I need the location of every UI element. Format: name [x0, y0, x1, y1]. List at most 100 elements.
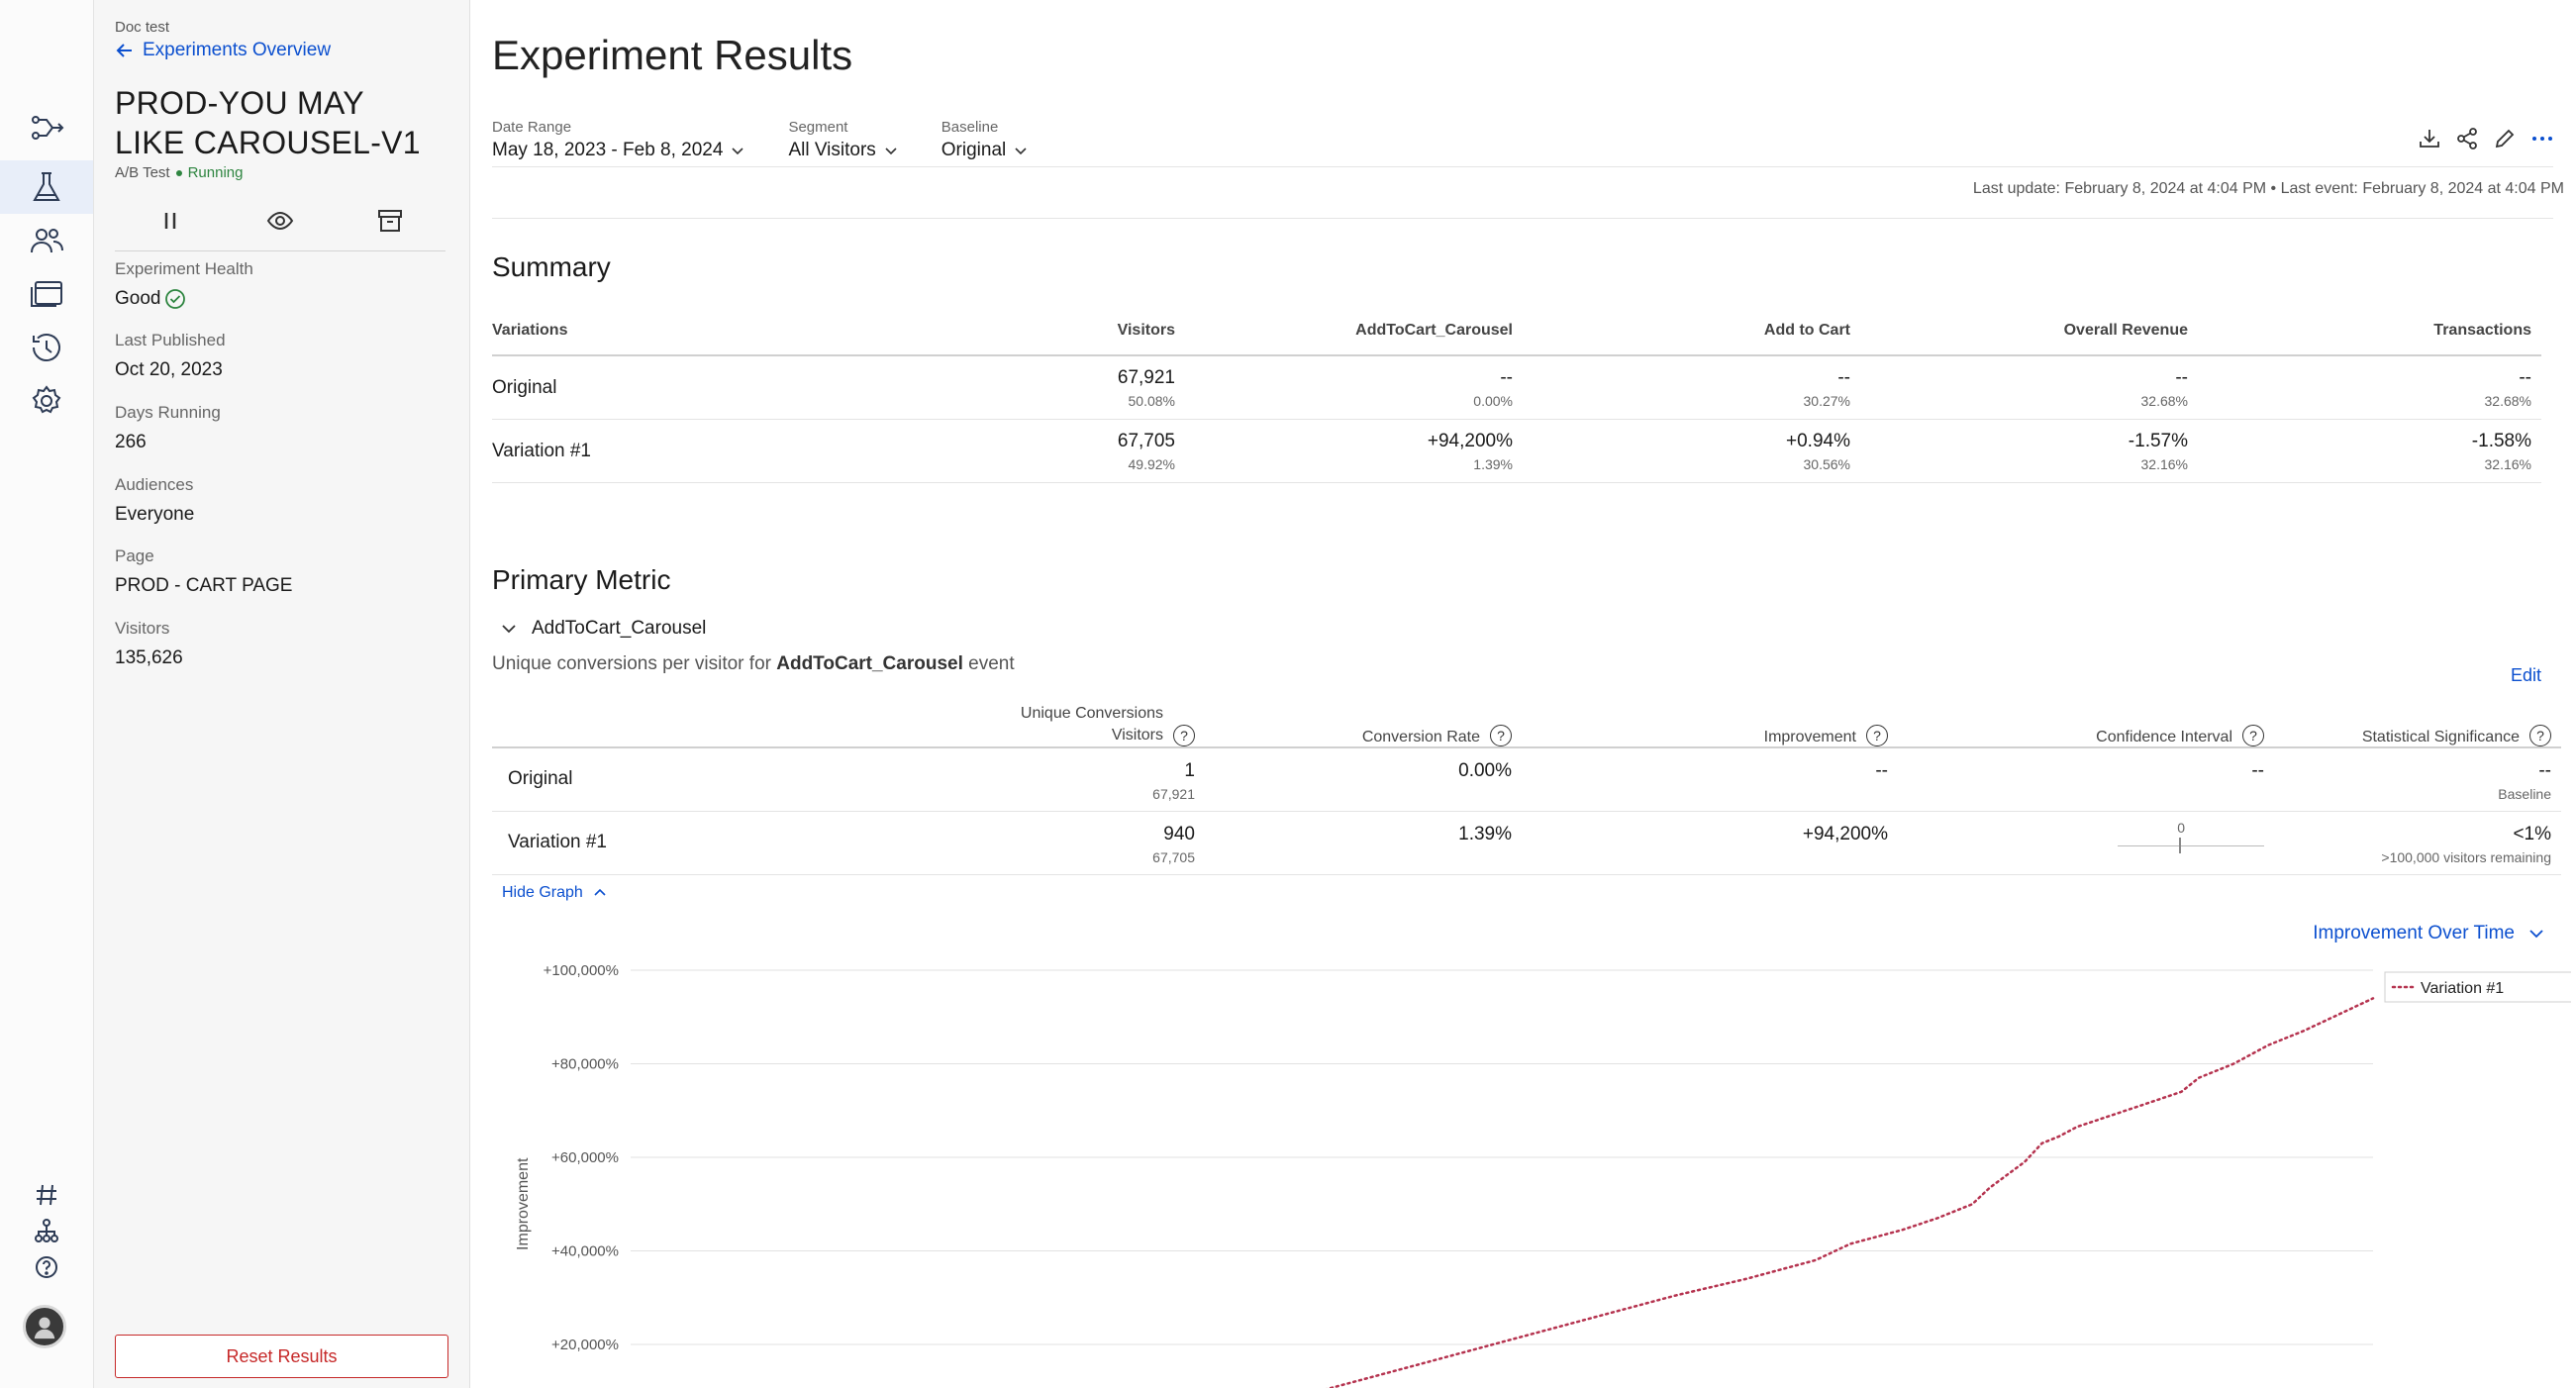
- visitors-value: 67,921: [1152, 786, 1195, 802]
- chevron-down-icon: [732, 148, 744, 155]
- help-icon[interactable]: ?: [2529, 725, 2551, 746]
- help-icon[interactable]: ?: [1490, 725, 1512, 746]
- archive-icon[interactable]: [375, 206, 405, 241]
- chevron-down-icon: [1015, 148, 1027, 155]
- cell-value: --: [2519, 366, 2531, 388]
- y-tick-label: +60,000%: [551, 1149, 619, 1166]
- header-improvement: Improvement: [1763, 729, 1856, 745]
- confidence-interval-bar: 0: [1898, 820, 2264, 875]
- header-divider: [492, 166, 2553, 167]
- preview-icon[interactable]: [265, 206, 295, 241]
- legend-label: Variation #1: [2421, 980, 2504, 997]
- cell-value: --: [1500, 366, 1513, 388]
- share-icon[interactable]: [2455, 127, 2479, 155]
- legend-box: [2384, 971, 2571, 1003]
- health-label: Experiment Health: [115, 259, 253, 278]
- conversions-value: 940: [1163, 824, 1195, 844]
- header-conversions: Unique Conversions: [1020, 705, 1163, 722]
- pause-icon[interactable]: [155, 206, 185, 241]
- date-range-label: Date Range: [492, 119, 572, 136]
- column-header[interactable]: AddToCart_Carousel: [1355, 322, 1513, 339]
- cell-value: -1.57%: [2128, 430, 2188, 451]
- header-ci: Confidence Interval: [2096, 729, 2232, 745]
- last-update-text: Last update: February 8, 2024 at 4:04 PM…: [1972, 180, 2564, 197]
- series-line-variation-1: [1326, 997, 2375, 1388]
- experiment-actions: [115, 196, 446, 251]
- help-icon[interactable]: [0, 1250, 93, 1284]
- chevron-down-icon: [2529, 930, 2543, 939]
- help-icon[interactable]: ?: [2242, 725, 2264, 746]
- y-tick-label: +40,000%: [551, 1243, 619, 1260]
- days-running-value: 266: [115, 432, 147, 452]
- metric-header-row: Unique Conversions Visitors ? Conversion …: [492, 703, 2561, 748]
- significance-sub: >100,000 visitors remaining: [2381, 849, 2551, 865]
- date-range-filter[interactable]: Date Range May 18, 2023 - Feb 8, 2024: [492, 119, 744, 161]
- edit-icon[interactable]: [2493, 127, 2517, 155]
- y-tick-label: +20,000%: [551, 1337, 619, 1353]
- audiences: Audiences Everyone: [115, 475, 194, 526]
- cell-value: +0.94%: [1786, 430, 1850, 451]
- hierarchy-icon[interactable]: [0, 1214, 93, 1247]
- cell-subvalue: 30.56%: [1803, 455, 1850, 472]
- column-header: Variations: [492, 322, 568, 339]
- column-header[interactable]: Overall Revenue: [2063, 322, 2188, 339]
- flow-icon[interactable]: [0, 101, 93, 154]
- help-icon[interactable]: ?: [1866, 725, 1888, 746]
- column-header: Visitors: [1117, 322, 1175, 339]
- summary-header-row: Variations Visitors AddToCart_Carousel A…: [492, 307, 2541, 356]
- flask-icon[interactable]: [0, 160, 93, 214]
- baseline-filter[interactable]: Baseline Original: [941, 119, 1028, 161]
- edit-metric-link[interactable]: Edit: [2510, 665, 2541, 685]
- cell-value: 67,921: [1117, 366, 1175, 388]
- history-icon[interactable]: [0, 321, 93, 374]
- hide-graph-toggle[interactable]: Hide Graph: [502, 884, 607, 902]
- column-header[interactable]: Add to Cart: [1763, 322, 1850, 339]
- page-title: Experiment Results: [492, 32, 853, 78]
- arrow-left-icon: [116, 44, 132, 57]
- header-visitors: Visitors: [1111, 727, 1163, 744]
- cell-value: --: [1837, 366, 1850, 388]
- header-rate: Conversion Rate: [1361, 729, 1480, 745]
- audiences-icon[interactable]: [0, 214, 93, 267]
- metric-name: AddToCart_Carousel: [532, 618, 707, 639]
- graph-type-selector[interactable]: Improvement Over Time: [2313, 923, 2544, 944]
- page-value: PROD - CART PAGE: [115, 575, 293, 596]
- segment-filter[interactable]: Segment All Visitors: [788, 119, 897, 161]
- baseline-label: Baseline: [941, 119, 999, 136]
- audiences-label: Audiences: [115, 475, 194, 494]
- table-row: Variation #1 940 67,705 1.39% +94,200% 0 …: [492, 812, 2561, 875]
- pages-icon[interactable]: [0, 267, 93, 321]
- summary-table: Variations Visitors AddToCart_Carousel A…: [492, 307, 2541, 483]
- back-link-label: Experiments Overview: [143, 40, 332, 60]
- significance-sub: Baseline: [2498, 786, 2551, 802]
- chevron-up-icon: [594, 888, 606, 896]
- more-icon[interactable]: [2530, 127, 2554, 155]
- cell-subvalue: 32.68%: [2140, 392, 2188, 409]
- reset-results-button[interactable]: Reset Results: [115, 1335, 448, 1378]
- table-row: Original 67,921 50.08% -- 0.00% -- 30.27% -…: [492, 356, 2541, 420]
- segment-value: All Visitors: [788, 140, 876, 160]
- filters-bar: Date Range May 18, 2023 - Feb 8, 2024 Se…: [492, 119, 1028, 161]
- download-icon[interactable]: [2418, 127, 2441, 155]
- ci-value: --: [2251, 760, 2264, 781]
- summary-title: Summary: [492, 251, 611, 282]
- significance-value: --: [2538, 760, 2551, 781]
- table-row: Variation #1 67,705 49.92% +94,200% 1.39% …: [492, 420, 2541, 483]
- help-icon[interactable]: ?: [1173, 725, 1195, 746]
- visitors-value: 135,626: [115, 647, 183, 668]
- project-name: Doc test: [115, 19, 170, 36]
- experiment-name: PROD-YOU MAY LIKE CAROUSEL-V1: [115, 85, 421, 160]
- back-link[interactable]: Experiments Overview: [115, 40, 331, 61]
- column-header[interactable]: Transactions: [2433, 322, 2531, 339]
- variation-name: Original: [508, 768, 573, 789]
- graph-type-label: Improvement Over Time: [2313, 923, 2515, 943]
- results-main: Experiment Results Date Range May 18, 20…: [470, 0, 2576, 1388]
- settings-icon[interactable]: [0, 374, 93, 428]
- hash-icon[interactable]: [0, 1178, 93, 1212]
- cell-value: +94,200%: [1427, 430, 1513, 451]
- avatar[interactable]: [23, 1305, 66, 1348]
- cell-subvalue: 30.27%: [1803, 392, 1850, 409]
- experiment-health: Experiment Health Good: [115, 259, 253, 310]
- variation-name: Original: [492, 376, 557, 398]
- metric-toggle[interactable]: AddToCart_Carousel: [500, 618, 706, 640]
